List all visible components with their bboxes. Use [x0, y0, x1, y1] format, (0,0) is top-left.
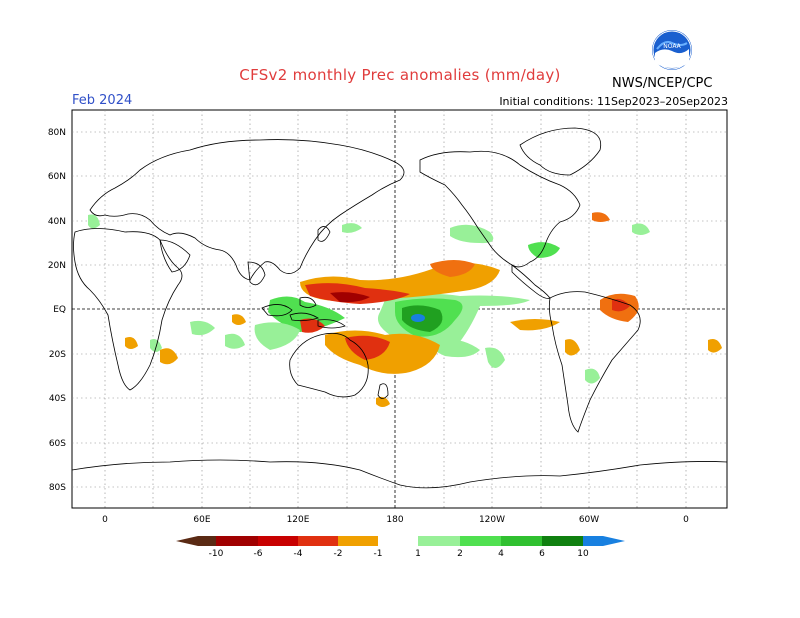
- lat-label: 20S: [49, 350, 66, 360]
- chart-title: CFSv2 monthly Prec anomalies (mm/day): [239, 66, 561, 84]
- colorbar: -10 -6 -4 -2 -1 1 2 4 6 10: [176, 536, 625, 559]
- coastlines: [72, 127, 727, 489]
- lat-label: 60N: [48, 172, 66, 182]
- colorbar-label: -1: [374, 549, 383, 559]
- lat-label: 80S: [49, 483, 66, 493]
- colorbar-label: -4: [294, 549, 303, 559]
- colorbar-label: 10: [577, 549, 589, 559]
- colorbar-label: 4: [498, 549, 504, 559]
- colorbar-label: 6: [539, 549, 545, 559]
- colorbar-label: -2: [334, 549, 343, 559]
- noaa-logo: NOAA: [652, 30, 692, 70]
- lat-label: 80N: [48, 128, 66, 138]
- longitude-labels: 0 60E 120E 180 120W 60W 0: [102, 515, 689, 525]
- colorbar-lower-arrow: [176, 536, 198, 546]
- lat-label: 40S: [49, 394, 66, 404]
- colorbar-label: 2: [457, 549, 463, 559]
- lon-label: 180: [386, 515, 403, 525]
- latitude-labels: 80N 60N 40N 20N EQ 20S 40S 60S 80S: [48, 128, 66, 493]
- lat-label: EQ: [53, 305, 66, 315]
- lat-label: 20N: [48, 261, 66, 271]
- colorbar-label: -6: [254, 549, 263, 559]
- lat-label: 40N: [48, 217, 66, 227]
- lon-label: 0: [102, 515, 108, 525]
- lon-label: 60E: [193, 515, 210, 525]
- logo-text: NOAA: [663, 43, 681, 50]
- colorbar-upper-arrow: [603, 536, 625, 546]
- lon-label: 60W: [579, 515, 599, 525]
- lon-label: 0: [683, 515, 689, 525]
- colorbar-label: 1: [415, 549, 421, 559]
- lon-label: 120W: [479, 515, 505, 525]
- wet-anomalies: [88, 214, 650, 384]
- dry-anomalies: [125, 212, 722, 407]
- agency-label: NWS/NCEP/CPC: [612, 76, 713, 91]
- lat-label: 60S: [49, 439, 66, 449]
- forecast-month: Feb 2024: [72, 93, 133, 108]
- lon-label: 120E: [287, 515, 310, 525]
- initial-conditions: Initial conditions: 11Sep2023–20Sep2023: [499, 95, 728, 108]
- colorbar-label: -10: [209, 549, 224, 559]
